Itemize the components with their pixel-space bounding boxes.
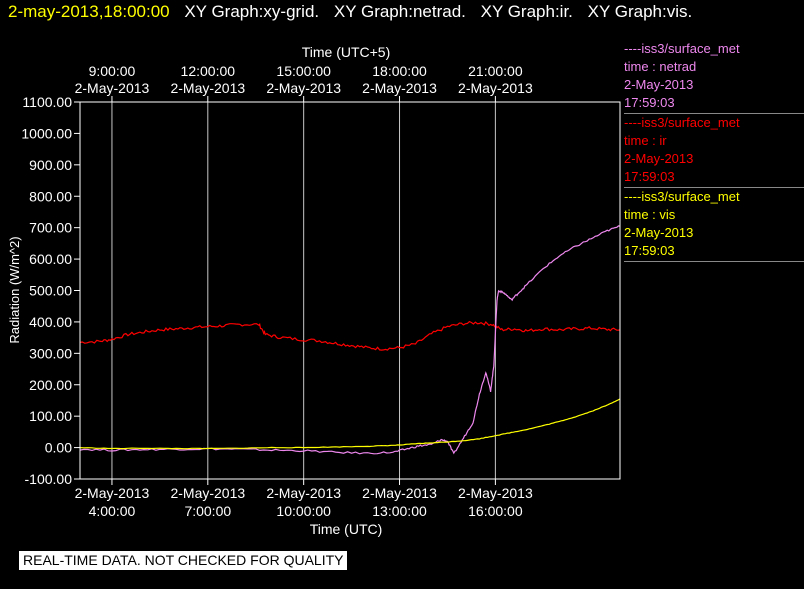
x-tick-label-date: 2-May-2013 [362,485,437,501]
legend-date: 2-May-2013 [624,77,694,92]
x-tick-label-date: 2-May-2013 [266,485,341,501]
y-tick-label: 400.00 [29,314,72,330]
y-axis-title: Radiation (W/m^2) [7,236,22,343]
x2-tick-label-date: 2-May-2013 [362,80,437,96]
x-tick-label-time: 16:00:00 [468,503,523,519]
grid-lines [111,102,496,479]
graph-title-vis[interactable]: XY Graph:vis. [587,2,693,21]
series-line-ir [79,320,621,351]
y-tick-label: 200.00 [29,377,72,393]
x-tick-label-time: 10:00:00 [276,503,331,519]
x-tick-label-date: 2-May-2013 [170,485,245,501]
series-line-netrad [79,225,621,455]
x2-tick-label-time: 15:00:00 [276,63,331,79]
y-tick-label: 0.00 [45,440,72,456]
legend-field: time : vis [624,207,676,222]
y-tick-label: 100.00 [29,408,72,424]
x2-tick-label-date: 2-May-2013 [170,80,245,96]
legend-series-name: ----iss3/surface_met [624,189,740,204]
series-line-vis [79,398,621,450]
legend-entry-vis[interactable]: ----iss3/surface_met time : vis 2-May-20… [624,188,804,262]
legend-date: 2-May-2013 [624,151,694,166]
legend-entry-ir[interactable]: ----iss3/surface_met time : ir 2-May-201… [624,114,804,188]
legend-time: 17:59:03 [624,243,675,258]
y-tick-label: 700.00 [29,220,72,236]
graph-title-netrad[interactable]: XY Graph:netrad. [333,2,466,21]
graph-header: 2-may-2013,18:00:00 XY Graph:xy-grid. XY… [8,2,692,22]
x-tick-label-time: 7:00:00 [184,503,231,519]
legend: ----iss3/surface_met time : netrad 2-May… [624,40,804,262]
y-tick-label: 1100.00 [22,94,72,110]
header-timestamp: 2-may-2013,18:00:00 [8,2,170,21]
x-axis-title: Time (UTC) [310,521,383,537]
x2-tick-label-date: 2-May-2013 [266,80,341,96]
legend-series-name: ----iss3/surface_met [624,41,740,56]
y-tick-label: 600.00 [29,251,72,267]
legend-date: 2-May-2013 [624,225,694,240]
legend-series-name: ----iss3/surface_met [624,115,740,130]
x2-tick-label-time: 12:00:00 [181,63,236,79]
x-tick-label-date: 2-May-2013 [75,485,150,501]
x2-tick-label-date: 2-May-2013 [75,80,150,96]
legend-time: 17:59:03 [624,169,675,184]
x-axis-top: 9:00:002-May-201312:00:002-May-201315:00… [75,63,533,102]
y-tick-label: 900.00 [29,157,72,173]
y-tick-label: 300.00 [29,345,72,361]
y-tick-label: 1000.00 [21,125,72,141]
y-axis: -100.00 0.00 100.00 200.00 300.00 400.00 500.0… [21,94,80,487]
x-tick-label-date: 2-May-2013 [458,485,533,501]
y-tick-label: 500.00 [29,283,72,299]
x-tick-label-time: 4:00:00 [89,503,136,519]
x2-tick-label-time: 9:00:00 [89,63,136,79]
x2-tick-label-time: 21:00:00 [468,63,523,79]
legend-entry-netrad[interactable]: ----iss3/surface_met time : netrad 2-May… [624,40,804,114]
y-tick-label: 800.00 [29,188,72,204]
series-lines [79,225,621,455]
legend-time: 17:59:03 [624,95,675,110]
plot-frame [79,101,621,480]
graph-title-ir[interactable]: XY Graph:ir. [480,2,573,21]
quality-notice: REAL-TIME DATA. NOT CHECKED FOR QUALITY [19,551,348,570]
y-tick-label: -100.00 [25,471,73,487]
x2-axis-title: Time (UTC+5) [302,44,391,60]
x2-tick-label-time: 18:00:00 [372,63,427,79]
x-tick-label-time: 13:00:00 [372,503,427,519]
legend-field: time : ir [624,133,667,148]
legend-field: time : netrad [624,59,697,74]
x2-tick-label-date: 2-May-2013 [458,80,533,96]
graph-title-xy-grid[interactable]: XY Graph:xy-grid. [184,2,320,21]
x-axis-bottom: 2-May-2013 4:00:00 2-May-2013 7:00:00 2-May-… [75,479,533,519]
